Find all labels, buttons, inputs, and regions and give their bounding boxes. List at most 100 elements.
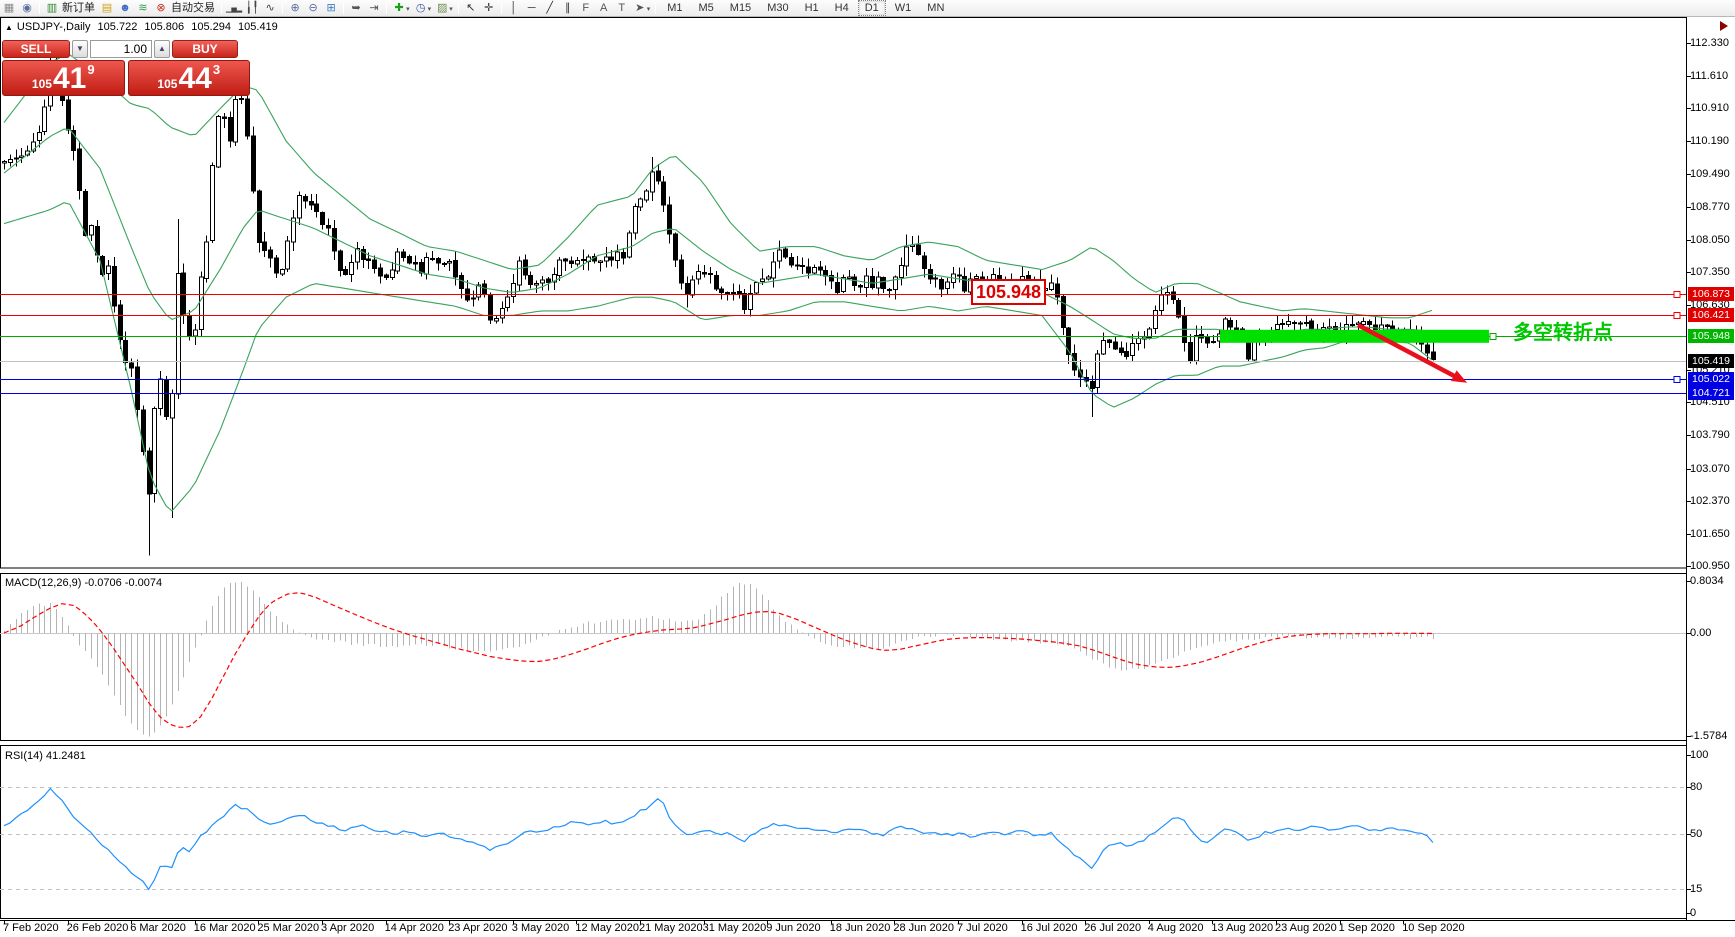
zoom-in-icon[interactable]: ⊕ [290, 2, 300, 14]
periods-icon[interactable]: ◷ [415, 2, 426, 14]
date-tick-label: 13 Aug 2020 [1211, 922, 1274, 934]
date-tick-label: 14 Apr 2020 [384, 922, 444, 934]
date-tick-label: 23 Apr 2020 [448, 922, 508, 934]
profile-icon[interactable]: ☻ [119, 2, 131, 14]
price-tick-label: 103.070 [1690, 463, 1730, 475]
chart-title: ▲ USDJPY-,Daily 105.722 105.806 105.294 1… [5, 21, 282, 33]
one-click-trading-panel: SELL ▼ ▲ BUY 105 41 9 105 44 3 [2, 40, 250, 96]
window-icon[interactable]: ▦ [3, 2, 15, 14]
data-preview-icon[interactable]: ◉ [22, 2, 32, 14]
timeframe-h1[interactable]: H1 [804, 2, 819, 14]
price-marker-105.022: 105.022 [1688, 372, 1734, 386]
chart-window[interactable]: ▲ USDJPY-,Daily 105.722 105.806 105.294 1… [0, 17, 1735, 937]
timeframe-h4[interactable]: H4 [834, 2, 849, 14]
vline-icon[interactable]: │ [510, 2, 518, 14]
timeframe-m30[interactable]: M30 [767, 2, 789, 14]
arrows-icon-dropdown[interactable]: ▾ [646, 6, 651, 13]
timeframe-mn[interactable]: MN [927, 2, 945, 14]
price-tick-label: 109.490 [1690, 168, 1730, 180]
sell-button[interactable]: SELL [2, 40, 70, 58]
date-tick-label: 12 May 2020 [575, 922, 639, 934]
bar-chart-icon[interactable]: ▁▅▂ [226, 6, 243, 13]
autotrade-icon[interactable]: ⊗ [156, 2, 166, 14]
timeframe-d1[interactable]: D1 [857, 0, 886, 16]
signal-icon[interactable]: ≋ [138, 2, 148, 14]
date-tick-label: 7 Feb 2020 [3, 922, 59, 934]
rsi-tick-label: 80 [1690, 781, 1703, 793]
price-marker-105.419: 105.419 [1688, 354, 1734, 368]
date-tick-label: 21 May 2020 [639, 922, 703, 934]
text-label-icon[interactable]: T [618, 2, 626, 14]
sell-price-prefix: 105 [31, 77, 52, 91]
buy-price-big: 44 [178, 62, 212, 95]
charts-icon[interactable]: ▤ [101, 2, 113, 14]
macd-label: MACD(12,26,9) -0.0706 -0.0074 [5, 577, 163, 589]
text-icon[interactable]: A [600, 2, 608, 14]
template-icon[interactable]: ▨ [436, 2, 448, 14]
price-tick-label: 107.350 [1690, 266, 1730, 278]
volume-down-stepper[interactable]: ▼ [72, 40, 88, 58]
indicators-icon[interactable]: ✚ [394, 2, 404, 14]
periods-icon-dropdown[interactable]: ▾ [427, 6, 432, 13]
price-tick-label: 100.950 [1690, 560, 1730, 572]
volume-input[interactable] [90, 40, 152, 58]
volume-up-stepper[interactable]: ▲ [154, 40, 170, 58]
price-marker-106.421: 106.421 [1688, 308, 1734, 322]
tile-windows-icon[interactable]: ⊞ [326, 2, 336, 14]
template-icon-dropdown[interactable]: ▾ [449, 6, 453, 13]
crosshair-icon[interactable]: ✛ [484, 2, 494, 14]
channel-icon[interactable]: ∥ [564, 2, 571, 14]
price-tick-label: 101.650 [1690, 528, 1730, 540]
date-tick-label: 25 Mar 2020 [257, 922, 320, 934]
new-order-icon[interactable]: ▥ [46, 2, 58, 14]
sep8 [655, 2, 657, 14]
date-tick-label: 4 Aug 2020 [1147, 922, 1204, 934]
chart-shift-icon[interactable]: ⇥ [369, 2, 379, 14]
price-tick-label: 108.770 [1690, 201, 1730, 213]
zoom-out-icon[interactable]: ⊖ [308, 2, 318, 14]
cursor-icon[interactable]: ↖ [466, 2, 476, 14]
timeframe-m1[interactable]: M1 [667, 2, 683, 14]
sell-price-panel[interactable]: 105 41 9 [2, 60, 125, 96]
rsi-tick-label: 0 [1690, 907, 1697, 919]
timeframe-w1[interactable]: W1 [894, 2, 912, 14]
sep5 [386, 2, 388, 14]
auto-scroll-icon[interactable]: ➥ [351, 2, 361, 14]
sep4 [343, 2, 345, 14]
rsi-label: RSI(14) 41.2481 [5, 750, 86, 762]
price-tag-box: 105.948 [971, 279, 1046, 305]
date-tick-label: 23 Aug 2020 [1275, 922, 1337, 934]
arrows-icon[interactable]: ➤ [635, 2, 645, 14]
date-tick-label: 3 Apr 2020 [321, 922, 375, 934]
price-tick-label: 110.190 [1690, 135, 1729, 147]
date-tick-label: 16 Mar 2020 [193, 922, 256, 934]
buy-price-prefix: 105 [157, 77, 178, 91]
date-tick-label: 18 Jun 2020 [829, 922, 891, 934]
ohlc-close: 105.419 [238, 21, 278, 33]
new-order-label: 新订单 [62, 2, 95, 14]
line-chart-icon[interactable]: ∿ [265, 2, 275, 14]
hline-icon[interactable]: ─ [527, 2, 536, 14]
date-tick-label: 26 Feb 2020 [66, 922, 129, 934]
chart-canvas[interactable] [0, 17, 1735, 937]
date-tick-label: 6 Mar 2020 [130, 922, 186, 934]
timeframe-m15[interactable]: M15 [729, 2, 752, 14]
sep1 [39, 2, 40, 14]
rsi-tick-label: 100 [1690, 749, 1709, 761]
candle-chart-icon[interactable]: ╽╿ [245, 2, 259, 14]
date-tick-label: 7 Jul 2020 [957, 922, 1008, 934]
trendline-icon[interactable]: ╱ [546, 2, 554, 14]
price-marker-104.721: 104.721 [1688, 386, 1734, 400]
fibo-icon[interactable]: F [582, 2, 590, 14]
price-tick-label: 110.910 [1690, 102, 1729, 114]
price-tick-label: 112.330 [1690, 37, 1729, 49]
pivot-annotation: 多空转折点 [1513, 322, 1613, 344]
sell-price-pip: 9 [87, 62, 95, 77]
timeframe-m5[interactable]: M5 [698, 2, 714, 14]
ohlc-open: 105.722 [97, 21, 138, 33]
autotrade-label: 自动交易 [171, 2, 215, 14]
indicators-icon-dropdown[interactable]: ▾ [406, 6, 410, 13]
rsi-tick-label: 15 [1690, 883, 1703, 895]
buy-price-panel[interactable]: 105 44 3 [127, 60, 250, 96]
buy-button[interactable]: BUY [172, 40, 238, 58]
